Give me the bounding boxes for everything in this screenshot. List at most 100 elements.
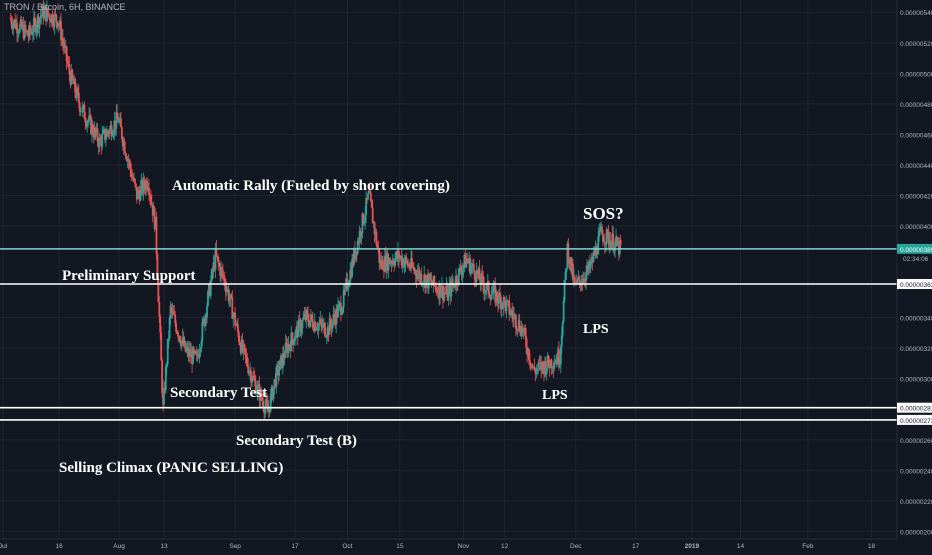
candle-body [323, 322, 325, 324]
candle-body [154, 216, 157, 230]
candle-body [395, 252, 397, 258]
horizontal-levels-layer [0, 248, 897, 421]
candle-body [533, 367, 536, 371]
candle-body [205, 315, 207, 318]
candle-body [66, 61, 69, 64]
candle-body [133, 178, 135, 181]
candle-body [604, 243, 607, 245]
candle-body [403, 262, 406, 268]
level-price-tag-bg [897, 402, 932, 413]
candle-body [432, 276, 435, 286]
candle-body [165, 364, 168, 367]
candle-body [275, 367, 278, 387]
candle-body [380, 260, 383, 267]
candle-body [211, 269, 214, 272]
candle-body [520, 326, 523, 336]
candle-body [399, 256, 402, 258]
candle-body [568, 262, 571, 264]
countdown-tag: 02:34:06 [903, 256, 929, 263]
candle-body [368, 190, 371, 193]
candle-body [441, 285, 443, 295]
candle-body [82, 104, 85, 106]
candle-body [251, 380, 253, 383]
candle-body [69, 74, 72, 85]
candle-body [193, 348, 195, 353]
candle-body [616, 236, 618, 246]
candle-body [613, 250, 616, 252]
candle-body [619, 240, 622, 245]
candle-body [33, 17, 36, 21]
candle-body [183, 341, 186, 347]
annotation-sos: SOS? [583, 204, 624, 223]
candle-body [306, 310, 309, 314]
candle-body [22, 25, 25, 39]
candle-body [283, 357, 286, 359]
candle-body [460, 271, 463, 276]
candle-body [509, 314, 512, 315]
candle-body [199, 348, 202, 352]
annotation-selling-climax: Selling Climax (PANIC SELLING) [59, 460, 283, 476]
candle-body [25, 30, 28, 32]
candle-body [602, 234, 604, 242]
candle-body [514, 315, 517, 329]
candle-body [39, 17, 42, 20]
candle-body [79, 111, 82, 113]
candle-body [560, 335, 563, 347]
candle-body [27, 35, 30, 37]
candle-body [135, 183, 137, 187]
candle-body [549, 359, 552, 369]
candle-body [383, 270, 385, 272]
candle-body [107, 132, 110, 135]
candle-body [77, 92, 80, 103]
candle-body [330, 325, 333, 329]
candle-body [241, 339, 244, 352]
candle-body [147, 187, 149, 189]
candle-body [290, 333, 293, 351]
candle-body [91, 123, 93, 134]
candle-body [402, 259, 405, 268]
candle-body [419, 273, 422, 279]
candle-body [179, 341, 182, 346]
candle-body [529, 360, 531, 364]
candle-body [539, 362, 542, 364]
candle-body [546, 355, 549, 369]
candle-body [559, 346, 562, 365]
candle-body [510, 310, 513, 315]
candle-body [170, 306, 173, 312]
candle-body [553, 363, 556, 369]
candle-body [12, 23, 15, 29]
candle-body [544, 360, 547, 374]
candle-body [611, 233, 614, 243]
candle-body [215, 248, 218, 256]
annotations-layer: Automatic Rally (Fueled by short coverin… [59, 178, 624, 476]
candle-body [38, 19, 41, 29]
candle-body [548, 364, 551, 369]
candle-body [424, 274, 427, 289]
candle-body [304, 314, 307, 320]
candle-body [558, 364, 561, 366]
candle-body [587, 265, 589, 271]
y-tick-label: 0.00000400 [900, 224, 932, 231]
candle-body [606, 229, 609, 233]
candle-body [59, 21, 61, 26]
candle-body [289, 346, 292, 351]
candle-body [285, 342, 288, 344]
candle-body [437, 291, 440, 298]
candle-body [35, 27, 38, 33]
candle-body [234, 312, 237, 326]
candle-body [240, 339, 243, 353]
candle-body [16, 23, 18, 34]
x-tick-label: 16 [56, 543, 64, 550]
candle-body [286, 343, 289, 354]
candle-body [441, 285, 444, 300]
candle-body [142, 179, 145, 193]
candle-body [423, 274, 426, 283]
candle-body [420, 273, 423, 284]
candle-body [404, 257, 407, 263]
candle-body [254, 380, 257, 394]
candle-body [261, 398, 264, 402]
candle-body [470, 266, 472, 274]
annotation-lps-upper: LPS [583, 322, 609, 337]
candle-body [406, 260, 409, 266]
